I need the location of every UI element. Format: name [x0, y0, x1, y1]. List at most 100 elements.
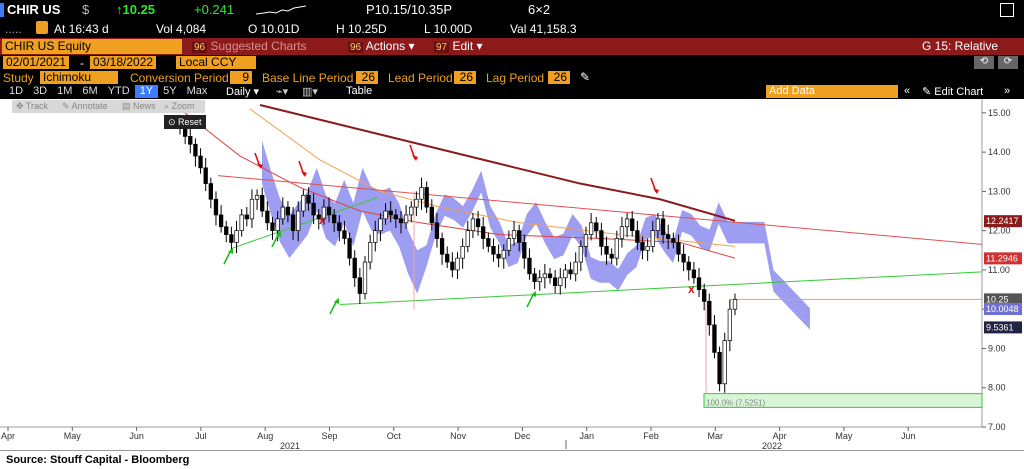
range-tab-ytd[interactable]: YTD: [107, 85, 130, 97]
end-date-input[interactable]: 03/18/2022: [90, 56, 157, 69]
ticker-symbol[interactable]: CHIR US: [7, 2, 61, 17]
lead-period-input[interactable]: 26: [454, 71, 476, 84]
candle-body: [501, 249, 506, 259]
candle-body: [270, 222, 275, 232]
currency-select[interactable]: Local CCY: [176, 56, 256, 69]
track-button[interactable]: ✥ Track: [16, 101, 49, 111]
study-select[interactable]: Ichimoku: [40, 71, 118, 84]
price-chart[interactable]: 7.008.009.0010.0011.0012.0013.0014.0015.…: [0, 99, 1024, 451]
collapse-icon[interactable]: «: [904, 85, 911, 97]
fib-label: 100.0% (7.5251): [706, 398, 765, 407]
date-row: 02/01/2021 - 03/18/2022 Local CCY ⟲ ⟳: [0, 55, 1024, 70]
candle-body: [311, 202, 316, 216]
candle-body: [265, 210, 270, 224]
actions-button[interactable]: 96 Actions ▾: [348, 39, 415, 53]
x-tick-label: Jun: [129, 431, 144, 441]
candle-body: [650, 230, 655, 247]
candle-body: [676, 242, 681, 255]
candle-body: [357, 277, 363, 294]
candle-body: [316, 214, 321, 220]
candle-body: [717, 352, 722, 385]
zoom-button[interactable]: ⌕ Zoom: [164, 101, 195, 111]
conversion-period-input[interactable]: 9: [230, 71, 252, 84]
candle-body: [573, 261, 578, 275]
candle-body: [275, 218, 280, 232]
y-tick-label: 7.00: [988, 422, 1006, 432]
x-tick-label: Jun: [901, 431, 916, 441]
candle-body: [254, 194, 260, 200]
x-tick-label: Aug: [257, 431, 273, 441]
lag-period-input[interactable]: 26: [548, 71, 570, 84]
green-arrow: [271, 231, 281, 248]
range-tab-5y[interactable]: 5Y: [163, 85, 177, 97]
reset-button[interactable]: ⊙ Reset: [164, 115, 206, 129]
candle-body: [660, 218, 666, 235]
news-label: News: [133, 101, 156, 111]
expand-icon[interactable]: »: [1004, 85, 1011, 97]
undo-icon[interactable]: ⟲: [974, 56, 994, 69]
x-tick-label: Oct: [387, 431, 402, 441]
start-date-input[interactable]: 02/01/2021: [3, 56, 70, 69]
candle-body: [249, 198, 255, 220]
candle-body: [594, 222, 599, 232]
price-tag-label: 10.0048: [986, 304, 1019, 314]
suggested-charts-number: 96: [192, 42, 208, 53]
study-row: Study Ichimoku Conversion Period 9 Base …: [0, 70, 1024, 85]
redo-icon[interactable]: ⟳: [998, 56, 1018, 69]
candle-body: [635, 230, 640, 243]
x-tick-label: Jan: [579, 431, 594, 441]
candle-body: [532, 273, 537, 283]
chart-area[interactable]: 7.008.009.0010.0011.0012.0013.0014.0015.…: [0, 99, 1024, 451]
candle-body: [455, 257, 460, 271]
range-tab-1y[interactable]: 1Y: [134, 85, 159, 98]
candle-body: [542, 273, 548, 279]
candle-body: [378, 218, 383, 232]
ichimoku-cloud: [262, 140, 810, 330]
table-button[interactable]: Table: [346, 85, 373, 97]
range-tab-1m[interactable]: 1M: [57, 85, 73, 97]
price-tag-label: 10.25: [986, 294, 1009, 304]
candle-body: [383, 210, 388, 220]
short-support-trendline: [231, 196, 379, 249]
y-tick-label: 11.00: [988, 265, 1010, 275]
range-tab-1d[interactable]: 1D: [9, 85, 24, 97]
suggested-charts-button[interactable]: 96 Suggested Charts: [188, 39, 311, 54]
period-select[interactable]: Daily ▾: [226, 86, 260, 98]
base-line-period-input[interactable]: 26: [356, 71, 378, 84]
high-price: H 10.25D: [336, 22, 387, 36]
annotate-label: Annotate: [71, 101, 108, 111]
edit-number: 97: [434, 42, 450, 53]
year-label: 2021: [280, 441, 300, 450]
chart-mini-toolbar: ✥ Track ✎ Annotate ▤ News ⌕ Zoom: [12, 100, 205, 113]
year-label: 2022: [762, 441, 782, 450]
add-data-input[interactable]: Add Data: [766, 85, 898, 98]
candle-body: [470, 218, 476, 232]
range-tabs: 1D 3D 1M 6M YTD 1Y 5Y Max: [4, 85, 212, 98]
candle-body: [213, 198, 219, 216]
candle-type-icon[interactable]: ▥▾: [302, 86, 318, 98]
security-field[interactable]: CHIR US Equity: [2, 39, 182, 54]
candle-body: [609, 253, 614, 259]
popout-icon[interactable]: [1000, 3, 1014, 17]
ticker-marker: [0, 3, 4, 17]
quote-header: CHIR US $ ↑10.25 +0.241 P10.15/10.35P 6×…: [0, 0, 1024, 20]
edit-chart-button[interactable]: ✎ Edit Chart: [922, 86, 984, 98]
chart-type-icon[interactable]: ⌁▾: [276, 86, 289, 98]
pencil-icon[interactable]: ✎: [580, 70, 591, 84]
base-line-period-label: Base Line Period: [262, 71, 354, 85]
news-button[interactable]: ▤ News: [122, 101, 156, 111]
range-tab-max[interactable]: Max: [186, 85, 208, 97]
x-tick-label: Jul: [195, 431, 207, 441]
edit-button[interactable]: 97 Edit ▾: [434, 39, 483, 53]
candle-body: [445, 253, 450, 263]
x-tick-label: May: [835, 431, 853, 441]
range-tab-3d[interactable]: 3D: [33, 85, 48, 97]
candle-body: [393, 214, 398, 220]
quote-detail-row: ..... At 16:43 d Vol 4,084 O 10.01D H 10…: [0, 20, 1024, 38]
candle-body: [373, 230, 378, 243]
range-tab-6m[interactable]: 6M: [82, 85, 98, 97]
dots: .....: [5, 22, 22, 36]
y-tick-label: 8.00: [988, 383, 1006, 393]
candle-body: [588, 222, 594, 235]
annotate-button[interactable]: ✎ Annotate: [62, 101, 108, 111]
